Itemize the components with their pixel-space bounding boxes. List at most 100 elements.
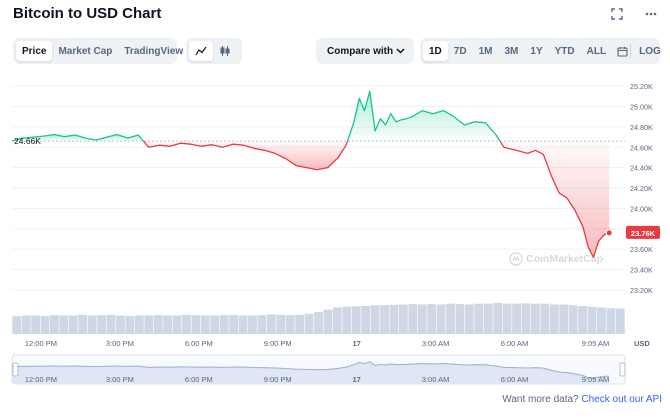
chevron-down-icon	[396, 48, 405, 54]
calendar-icon[interactable]	[612, 41, 633, 61]
volume-bar	[238, 315, 248, 334]
range-1d[interactable]: 1D	[423, 41, 448, 61]
price-line-down	[499, 140, 610, 258]
volume-bar	[398, 304, 408, 334]
volume-bar	[502, 303, 512, 334]
range-1y[interactable]: 1Y	[530, 45, 543, 57]
tab-market-cap[interactable]: Market Cap	[58, 45, 113, 57]
current-price-badge	[626, 225, 660, 239]
volume-bar	[229, 314, 239, 334]
volume-bar	[606, 308, 616, 334]
price-line-down	[143, 140, 349, 171]
x-tick-label: 3:00 AM	[422, 339, 450, 348]
y-tick-label: 25.20K	[630, 82, 653, 91]
price-area-down	[500, 141, 610, 258]
tab-tradingview[interactable]: TradingView	[124, 45, 184, 57]
volume-bar	[483, 303, 493, 334]
volume-bar	[285, 315, 295, 334]
volume-bar	[455, 304, 465, 334]
y-tick-label: 23.20K	[630, 286, 653, 295]
range-3m[interactable]: 3M	[504, 45, 519, 57]
volume-bar	[163, 315, 173, 334]
volume-bar	[427, 304, 437, 334]
y-tick-label: 24.20K	[630, 184, 653, 193]
volume-bar	[40, 315, 50, 334]
line-chart-icon[interactable]	[189, 41, 213, 61]
volume-bar	[295, 314, 305, 334]
volume-bar	[370, 305, 380, 334]
tab-price[interactable]: Price	[16, 41, 53, 61]
x-tick-label: 6:00 AM	[501, 339, 529, 348]
volume-bar	[276, 314, 286, 334]
volume-bar	[615, 308, 625, 334]
navigator-tick-label: 9:00 PM	[264, 375, 292, 384]
range-all[interactable]: ALL	[586, 45, 607, 57]
volume-bar	[116, 315, 125, 334]
volume-bar	[144, 315, 154, 334]
price-line-up	[346, 90, 501, 142]
volume-bar	[266, 314, 276, 334]
current-price-label: 23.76K	[631, 229, 656, 238]
compare-with-dropdown[interactable]: Compare with	[316, 38, 414, 64]
volume-bar	[332, 307, 342, 334]
x-tick-label: 9:00 PM	[264, 339, 292, 348]
page-title: Bitcoin to USD Chart	[13, 5, 162, 22]
range-7d[interactable]: 7D	[453, 45, 467, 57]
currency-label: USD	[634, 339, 650, 348]
price-line: 24.66K	[11, 90, 625, 258]
x-tick-label: 3:00 PM	[106, 339, 134, 348]
fullscreen-icon[interactable]	[609, 6, 625, 22]
volume-bar	[540, 303, 550, 334]
volume-bar	[521, 303, 531, 334]
candlestick-icon[interactable]	[213, 41, 237, 61]
navigator-handle-right[interactable]	[619, 362, 626, 377]
volume-bar	[191, 315, 201, 334]
range-divider	[630, 44, 631, 58]
navigator-tick-label: 9:05 AM	[582, 375, 610, 384]
price-area	[12, 91, 610, 258]
navigator-handle-left[interactable]	[12, 362, 19, 377]
compare-with-label: Compare with	[327, 45, 394, 57]
volume-bar	[559, 304, 569, 334]
watermark-text: CoinMarketCap	[526, 253, 604, 265]
volume-bar	[106, 314, 116, 334]
volume-bar	[446, 303, 455, 334]
volume-bar	[153, 315, 163, 334]
volume-bar	[87, 315, 97, 334]
volume-bar	[323, 309, 333, 334]
volume-bar	[78, 314, 88, 334]
volume-bar	[408, 304, 418, 334]
volume-bar	[172, 315, 182, 334]
y-tick-label: 24.40K	[630, 164, 653, 173]
volume-bar	[314, 311, 323, 334]
more-icon[interactable]	[643, 6, 659, 22]
range-ytd[interactable]: YTD	[554, 45, 575, 57]
volume-bar	[68, 315, 78, 334]
api-link[interactable]: Check out our API	[581, 394, 662, 405]
x-tick-label: 17	[352, 339, 360, 348]
volume-bar	[134, 315, 144, 334]
volume-bar	[464, 304, 474, 334]
volume-bar	[549, 304, 559, 334]
cmc-logo-icon	[509, 252, 523, 266]
volume-bar	[361, 305, 371, 334]
volume-bar	[493, 303, 503, 334]
volume-bar	[21, 315, 31, 334]
volume-bar	[31, 315, 40, 334]
volume-bar	[248, 315, 257, 334]
y-tick-label: 24.60K	[630, 143, 653, 152]
volume-bar	[257, 315, 267, 334]
baseline-label: 24.66K	[14, 136, 41, 146]
navigator-tick-label: 6:00 AM	[501, 375, 529, 384]
navigator-tick-label: 3:00 AM	[422, 375, 450, 384]
volume-bar	[342, 306, 352, 334]
volume-bar	[59, 315, 69, 334]
volume-bar	[530, 303, 540, 334]
range-1m[interactable]: 1M	[478, 45, 493, 57]
price-area-up	[347, 91, 500, 142]
navigator-line	[11, 360, 610, 380]
log-toggle[interactable]: LOG	[639, 45, 661, 57]
volume-bar	[568, 305, 578, 334]
volume-bar	[125, 315, 135, 334]
